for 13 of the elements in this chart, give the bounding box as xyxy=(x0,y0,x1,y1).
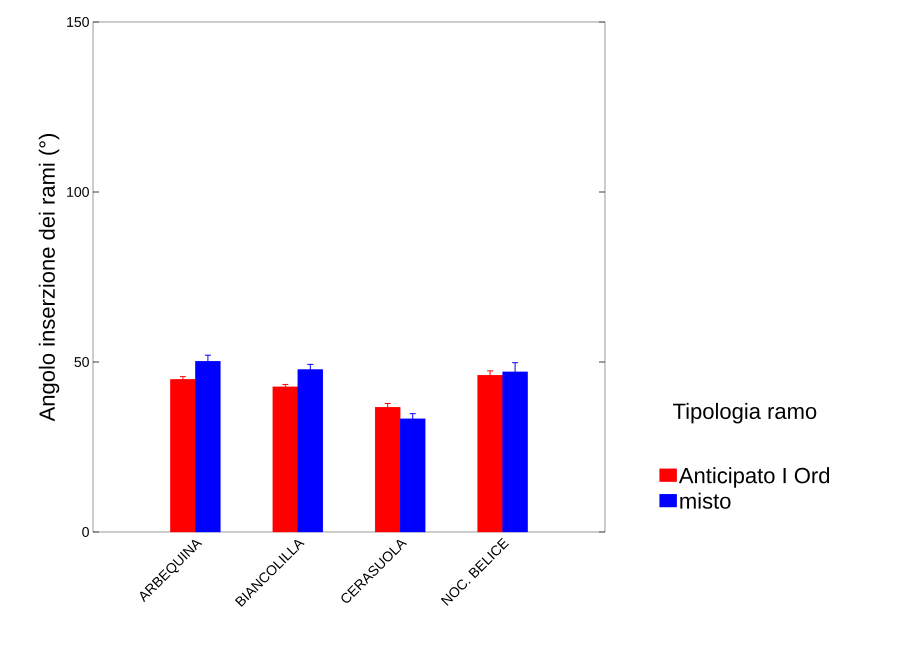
legend-label: misto xyxy=(680,492,730,509)
y-axis-title: Angolo inserzione dei rami (°) xyxy=(38,134,60,422)
y-tick-label: 0 xyxy=(82,527,89,537)
bar xyxy=(477,375,503,532)
bar xyxy=(375,407,400,532)
bar xyxy=(298,369,324,532)
y-tick-label: 50 xyxy=(74,357,89,367)
y-tick-label: 100 xyxy=(67,187,89,197)
legend-title: Tipologia ramo xyxy=(673,402,816,424)
bar xyxy=(272,386,298,532)
y-tick-label: 150 xyxy=(67,17,89,27)
legend-label: Anticipato I Ord xyxy=(678,467,830,488)
bar xyxy=(170,379,196,532)
